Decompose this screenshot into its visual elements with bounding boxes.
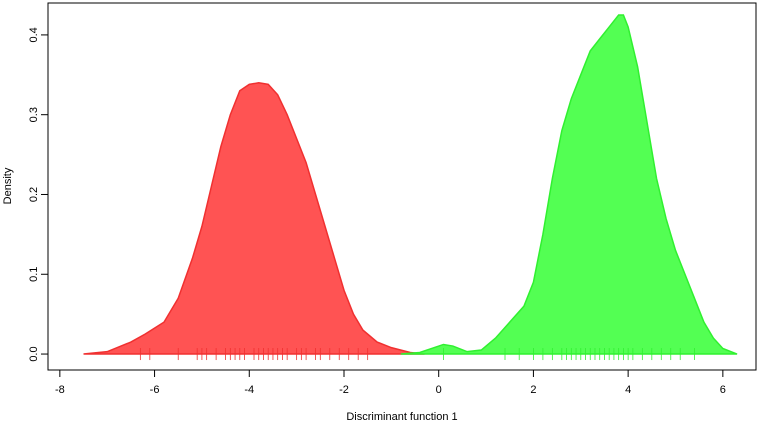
- x-tick-label: -8: [55, 384, 65, 396]
- y-tick-label: 0.1: [28, 267, 40, 282]
- y-axis-label: Density: [2, 167, 14, 204]
- x-tick-label: 4: [625, 384, 631, 396]
- y-tick-label: 0.0: [28, 346, 40, 361]
- x-tick-label: -6: [150, 384, 160, 396]
- y-tick-label: 0.3: [28, 107, 40, 122]
- x-axis-label: Discriminant function 1: [346, 411, 457, 423]
- y-tick-label: 0.4: [28, 27, 40, 42]
- x-tick-label: 6: [720, 384, 726, 396]
- density-area: [83, 82, 425, 355]
- plot-frame: [47, 2, 757, 371]
- density-area: [400, 14, 738, 355]
- y-tick-label: 0.2: [28, 187, 40, 202]
- x-tick-label: 2: [530, 384, 536, 396]
- x-tick-label: -4: [244, 384, 254, 396]
- x-tick-label: -2: [339, 384, 349, 396]
- x-tick-label: 0: [436, 384, 442, 396]
